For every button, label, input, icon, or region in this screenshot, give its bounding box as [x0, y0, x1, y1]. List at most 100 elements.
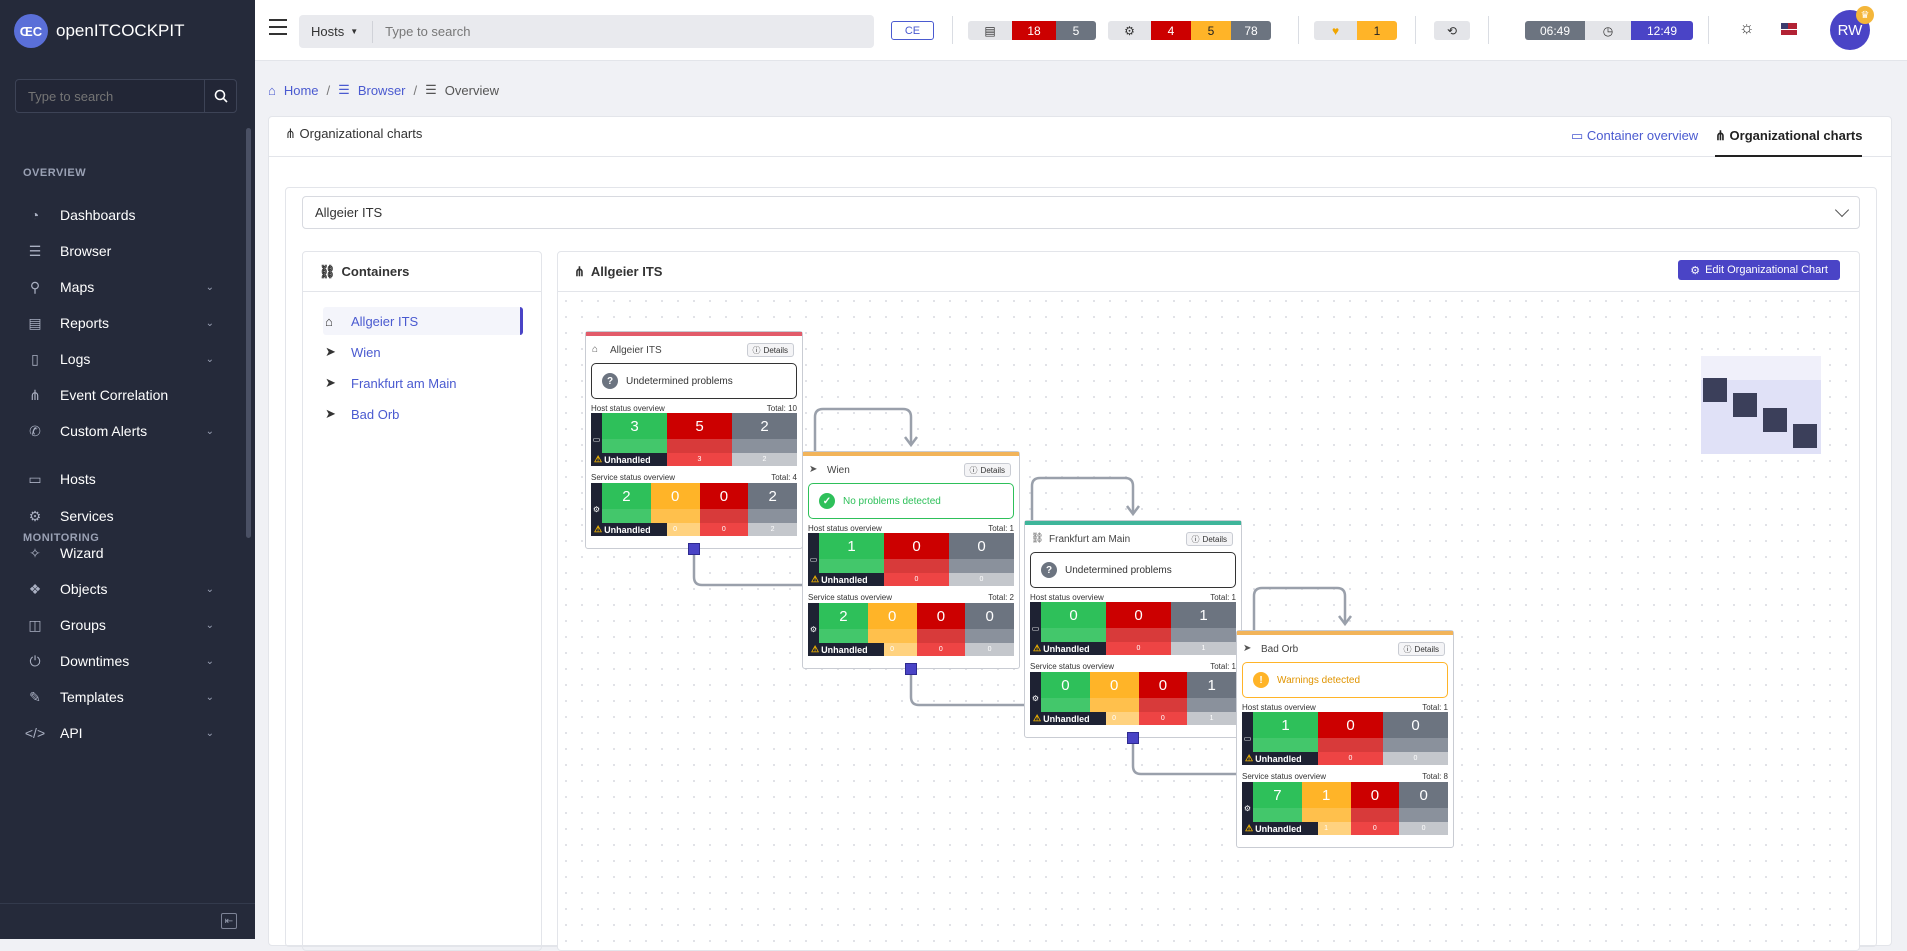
- refresh-button[interactable]: ⟲: [1434, 21, 1470, 40]
- sidebar-item-event-correlation[interactable]: ⋔ Event Correlation: [0, 377, 250, 413]
- sidebar-item-hosts[interactable]: ▭ Hosts: [0, 461, 250, 497]
- sidebar-scrollbar[interactable]: [246, 128, 251, 538]
- search-scope-dropdown[interactable]: Hosts ▼: [299, 20, 374, 43]
- sidebar-item-label: Event Correlation: [60, 387, 169, 403]
- host-unhandled-count: 0: [949, 573, 1014, 586]
- node-output-port[interactable]: [1127, 732, 1139, 744]
- host-unhandled-count: 0: [884, 573, 949, 586]
- unhandled-text: Unhandled: [604, 524, 651, 535]
- host-status-cell[interactable]: 0 0: [1318, 712, 1383, 765]
- host-status-cell[interactable]: 5 3: [667, 413, 732, 466]
- theme-toggle-icon[interactable]: ☼: [1739, 18, 1755, 37]
- logo-icon: ŒC: [14, 14, 48, 48]
- host-status-cell[interactable]: 0 0: [1383, 712, 1448, 765]
- svc-count: 0: [699, 483, 749, 509]
- host-unhandled-count: 3: [667, 453, 732, 466]
- sidebar-search-button[interactable]: [204, 80, 236, 112]
- info-icon: ⓘ: [1403, 644, 1412, 654]
- breadcrumb-home[interactable]: Home: [283, 82, 319, 98]
- sidebar-search-input[interactable]: [16, 80, 204, 112]
- sidebar-item-groups[interactable]: ◫ Groups ⌄: [0, 607, 250, 643]
- link-icon: ⛓: [1031, 533, 1044, 544]
- alerts-chip[interactable]: ♥ 1: [1314, 21, 1397, 40]
- sidebar-item-dashboards[interactable]: ◔ Dashboards: [0, 197, 250, 233]
- edit-org-chart-button[interactable]: ⚙ Edit Organizational Chart: [1678, 260, 1840, 280]
- host-status-cell[interactable]: 1 1: [1171, 602, 1236, 655]
- svc-status-cell[interactable]: 0 0: [916, 603, 966, 656]
- host-status-cell[interactable]: 2 2: [732, 413, 797, 466]
- sidebar-item-api[interactable]: </> API ⌄: [0, 715, 250, 751]
- breadcrumb-browser[interactable]: Browser: [357, 82, 406, 98]
- panel-title: Organizational charts: [299, 126, 423, 141]
- org-node[interactable]: ⛓ Frankfurt am Main ⓘ Details ? Undetermi…: [1024, 520, 1242, 738]
- minimap-node: [1733, 393, 1757, 417]
- container-item[interactable]: ➤ Frankfurt am Main: [323, 369, 523, 397]
- container-select[interactable]: Allgeier ITS: [302, 196, 1860, 229]
- sidebar-item-reports[interactable]: ▤ Reports ⌄: [0, 305, 250, 341]
- svc-status-cell[interactable]: 0 0: [965, 603, 1014, 656]
- services-warning-count: 5: [1191, 21, 1231, 40]
- host-status-chip[interactable]: ▤ 18 5: [968, 21, 1096, 40]
- sidebar-item-services[interactable]: ⚙ Services: [0, 498, 250, 534]
- container-item[interactable]: ➤ Bad Orb: [323, 400, 523, 428]
- tab-organizational-charts[interactable]: ⋔ Organizational charts: [1715, 128, 1863, 157]
- minimap[interactable]: [1701, 356, 1821, 454]
- node-output-port[interactable]: [688, 543, 700, 555]
- container-item[interactable]: ➤ Wien: [323, 338, 523, 366]
- svc-status-cell[interactable]: 0 0: [1399, 782, 1448, 835]
- unhandled-text: Unhandled: [821, 644, 868, 655]
- org-node[interactable]: ➤ Bad Orb ⓘ Details ! Warnings detected H…: [1236, 630, 1454, 848]
- sidebar-item-logs[interactable]: ▯ Logs ⌄: [0, 341, 250, 377]
- collapse-sidebar-icon[interactable]: ⇤: [221, 913, 237, 929]
- sidebar-item-templates[interactable]: ✎ Templates ⌄: [0, 679, 250, 715]
- host-status-cell[interactable]: 0 0: [884, 533, 949, 586]
- svc-status-cell[interactable]: 0 0: [1089, 672, 1139, 725]
- sidebar-item-downtimes[interactable]: ⏻ Downtimes ⌄: [0, 643, 250, 679]
- container-item-label: Wien: [351, 344, 381, 360]
- minimap-node: [1793, 424, 1817, 448]
- host-status-label: Host status overview: [808, 524, 882, 533]
- window-icon: ▭: [1571, 128, 1584, 143]
- svc-status-cell[interactable]: 2 2: [748, 483, 797, 536]
- unhandled-label: ⚠ Unhandled: [1030, 712, 1106, 725]
- node-accent: [1237, 631, 1453, 635]
- container-item[interactable]: ⌂ Allgeier ITS: [323, 307, 523, 335]
- sidebar-item-label: Templates: [60, 689, 124, 705]
- node-details-button[interactable]: ⓘ Details: [1185, 532, 1233, 546]
- node-details-button[interactable]: ⓘ Details: [963, 463, 1011, 477]
- top-search[interactable]: Hosts ▼ Type to search: [299, 15, 874, 48]
- server-time: 12:49: [1631, 21, 1693, 40]
- host-status-cell[interactable]: 0 0: [1106, 602, 1171, 655]
- unhandled-label: ⚠ Unhandled: [1242, 822, 1318, 835]
- chart-title: Allgeier ITS: [590, 264, 663, 279]
- edit-icon: ✎: [29, 688, 41, 705]
- svc-status-cell[interactable]: 1 1: [1187, 672, 1236, 725]
- sidebar-item-objects[interactable]: ❖ Objects ⌄: [0, 571, 250, 607]
- sidebar-item-custom-alerts[interactable]: ✆ Custom Alerts ⌄: [0, 413, 250, 449]
- org-node[interactable]: ➤ Wien ⓘ Details ✓ No problems detected H…: [802, 451, 1020, 669]
- svc-status-cell[interactable]: 0 0: [1350, 782, 1400, 835]
- megaphone-icon: ✆: [29, 422, 41, 439]
- service-status-chip[interactable]: ⚙ 4 5 78: [1108, 21, 1271, 40]
- org-chart-canvas[interactable]: ⌂ Allgeier ITS ⓘ Details ? Undetermined p…: [558, 293, 1859, 950]
- service-total: Total: 1: [1210, 662, 1236, 671]
- svc-status-cell[interactable]: 0 0: [1138, 672, 1188, 725]
- svc-unhandled-count: 0: [916, 643, 966, 656]
- brand-logo[interactable]: ŒC openITCOCKPIT: [14, 14, 185, 48]
- unhandled-label: ⚠ Unhandled: [1030, 642, 1106, 655]
- sidebar-item-wizard[interactable]: ✧ Wizard: [0, 535, 250, 571]
- node-details-button[interactable]: ⓘ Details: [1397, 642, 1445, 656]
- sidebar-item-maps[interactable]: ⚲ Maps ⌄: [0, 269, 250, 305]
- node-output-port[interactable]: [905, 663, 917, 675]
- org-node[interactable]: ⌂ Allgeier ITS ⓘ Details ? Undetermined p…: [585, 331, 803, 549]
- tab-container-overview[interactable]: ▭ Container overview: [1571, 128, 1698, 144]
- sidebar-search: [15, 79, 237, 113]
- svc-status-cell[interactable]: 0 0: [699, 483, 749, 536]
- link-icon: ⛓: [319, 263, 336, 279]
- menu-toggle-icon[interactable]: [269, 19, 287, 40]
- sidebar-item-browser[interactable]: ☰ Browser: [0, 233, 250, 269]
- node-details-button[interactable]: ⓘ Details: [746, 343, 794, 357]
- warning-icon: ⚠: [1033, 643, 1042, 653]
- host-status-cell[interactable]: 0 0: [949, 533, 1014, 586]
- us-flag-icon[interactable]: [1781, 23, 1797, 35]
